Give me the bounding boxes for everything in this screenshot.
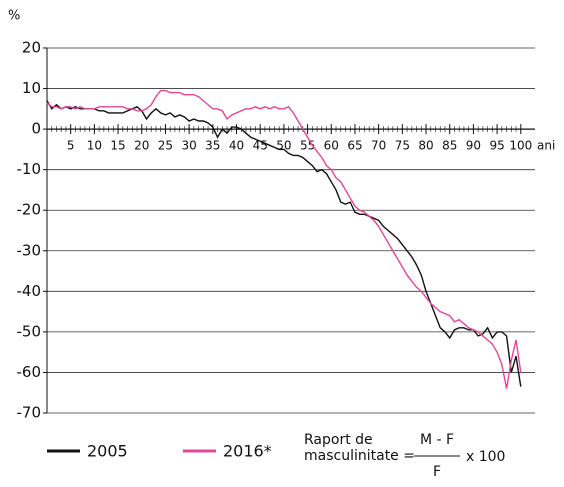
x-tick-label: 25 (158, 139, 173, 153)
formula-numerator: M - F (420, 432, 454, 448)
y-tick-label: -50 (17, 322, 42, 340)
formula-suffix: x 100 (466, 449, 505, 465)
series-line (46, 89, 522, 389)
y-tick-label: -10 (17, 160, 42, 178)
x-tick-label: 95 (489, 139, 504, 153)
x-tick-label: 70 (371, 139, 386, 153)
y-tick-label: -20 (17, 201, 42, 219)
y-axis-label: % (8, 9, 20, 24)
y-tick-label: 10 (22, 79, 41, 97)
legend-label: 2005 (87, 442, 128, 461)
x-tick-label: 85 (442, 139, 457, 153)
series-line (46, 100, 522, 387)
y-tick-label: 0 (31, 120, 41, 138)
legend-label: 2016* (223, 442, 272, 461)
x-tick-label: 40 (229, 139, 244, 153)
y-tick-label: -30 (17, 241, 42, 259)
x-tick-label: 100 (509, 139, 532, 153)
x-tick-label: 15 (110, 139, 125, 153)
x-axis-label: ani (537, 139, 555, 153)
x-tick-label: 55 (300, 139, 315, 153)
x-tick-label: 80 (418, 139, 433, 153)
x-tick-label: 90 (466, 139, 481, 153)
x-tick-label: 10 (87, 139, 102, 153)
formula-denominator: F (433, 464, 441, 480)
x-tick-label: 50 (276, 139, 291, 153)
x-tick-label: 20 (134, 139, 149, 153)
x-tick-label: 65 (347, 139, 362, 153)
formula-label: masculinitate = (304, 448, 415, 464)
y-tick-label: -60 (17, 363, 42, 381)
y-tick-label: -70 (17, 404, 42, 422)
x-tick-label: 30 (181, 139, 196, 153)
x-tick-label: 60 (324, 139, 339, 153)
y-tick-label: -40 (17, 282, 42, 300)
x-tick-label: 45 (253, 139, 268, 153)
x-tick-label: 35 (205, 139, 220, 153)
x-tick-label: 75 (395, 139, 410, 153)
x-tick-label: 5 (67, 139, 75, 153)
formula-label: Raport de (304, 432, 373, 448)
y-tick-label: 20 (22, 39, 41, 57)
